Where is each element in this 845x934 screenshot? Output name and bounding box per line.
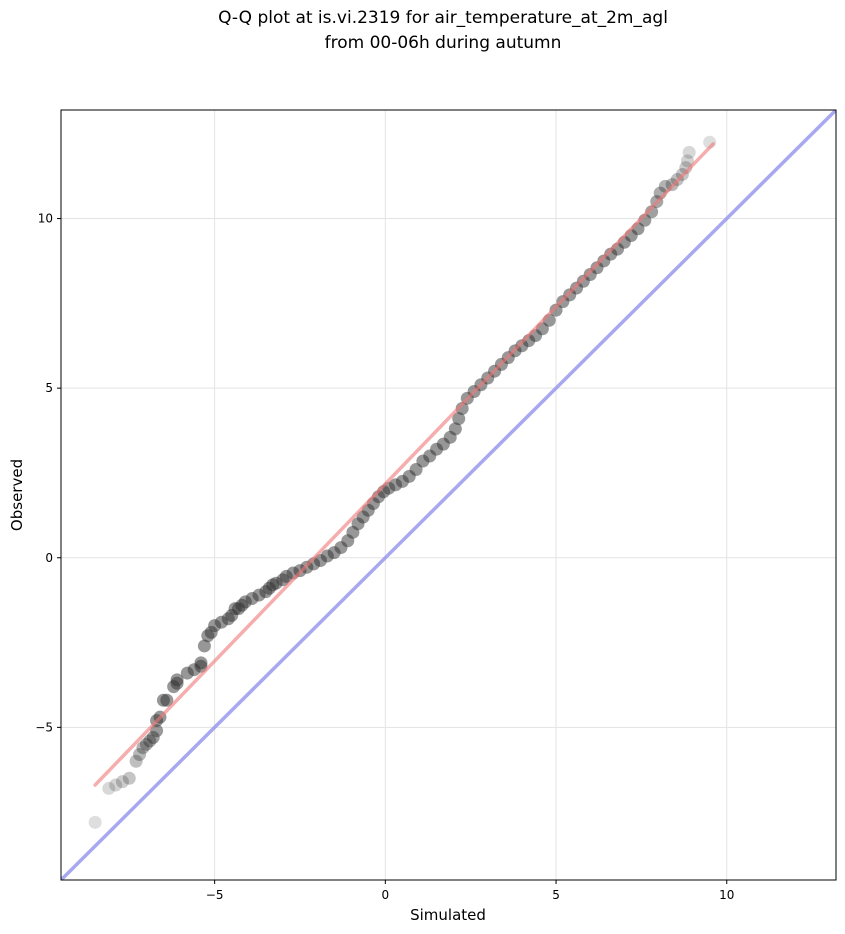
qq-point — [170, 676, 184, 690]
x-tick-label: 10 — [719, 888, 734, 902]
plot-frame — [60, 109, 837, 881]
x-tick-label: 5 — [552, 888, 560, 902]
qq-point — [197, 639, 211, 653]
qq-point — [448, 422, 462, 436]
chart-title-line-2: from 00-06h during autumn — [325, 33, 562, 53]
qq-point — [129, 754, 143, 768]
qq-point — [102, 781, 116, 795]
x-tick-label: 0 — [382, 888, 390, 902]
qq-point — [150, 724, 164, 738]
qq-point — [133, 747, 147, 761]
qq-point — [682, 145, 696, 159]
qq-point — [139, 737, 153, 751]
y-tick-label: 5 — [45, 381, 53, 395]
plot-area — [61, 110, 836, 880]
qq-point — [143, 734, 157, 748]
y-tick-label: 0 — [45, 551, 53, 565]
y-tick-label: −5 — [35, 720, 53, 734]
qq-point — [88, 815, 102, 829]
grid — [61, 110, 836, 880]
fit-line — [93, 142, 715, 787]
qq-point — [136, 741, 150, 755]
axis-ticks: −5 0 5 10 −5 0 5 10 — [35, 212, 734, 902]
y-axis-label: Observed — [8, 459, 26, 531]
x-axis-label: Simulated — [410, 906, 486, 924]
qq-point — [122, 771, 136, 785]
qq-point — [115, 775, 129, 789]
qq-point — [146, 731, 160, 745]
qq-point — [109, 778, 123, 792]
qq-point — [680, 154, 694, 168]
qq-point — [160, 693, 174, 707]
qq-point — [452, 412, 466, 426]
qq-point — [645, 205, 659, 219]
y-tick-label: 10 — [38, 212, 53, 226]
identity-line — [61, 110, 836, 880]
x-tick-label: −5 — [206, 888, 224, 902]
chart-title-line-1: Q-Q plot at is.vi.2319 for air_temperatu… — [218, 8, 668, 28]
